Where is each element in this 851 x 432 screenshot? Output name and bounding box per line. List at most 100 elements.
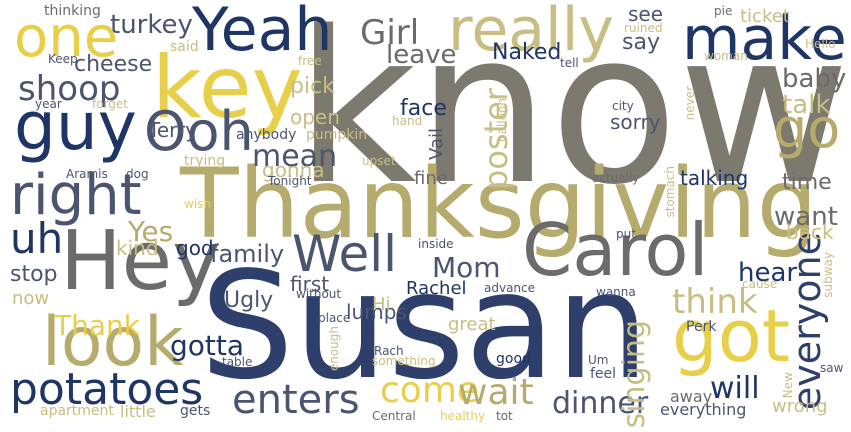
cloud-word: wanna <box>596 285 636 299</box>
cloud-word: make <box>682 4 847 74</box>
cloud-word: come <box>380 370 480 411</box>
cloud-word: Susan <box>200 240 650 412</box>
cloud-word: something <box>372 354 436 368</box>
cloud-word: Girl <box>360 13 420 53</box>
cloud-word: now <box>12 288 50 309</box>
cloud-word: Naked <box>492 40 562 65</box>
cloud-word: god <box>176 236 214 260</box>
cloud-word: lumps <box>346 300 407 324</box>
cloud-word: one <box>14 5 119 70</box>
cloud-word: dog <box>126 167 149 181</box>
cloud-word: open <box>290 105 340 129</box>
cloud-word: singing <box>617 320 652 429</box>
cloud-word: great <box>448 314 496 335</box>
cloud-word: feel <box>590 366 617 382</box>
cloud-word: really <box>448 0 614 65</box>
cloud-word: potatoes <box>10 364 204 415</box>
cloud-word: hand <box>392 114 423 128</box>
cloud-word: turkey <box>110 10 193 40</box>
cloud-word: Carol <box>522 208 709 292</box>
cloud-word: say <box>622 30 660 55</box>
cloud-word: balloon <box>495 98 509 142</box>
cloud-word: Um <box>588 353 609 367</box>
cloud-word: hear <box>738 258 798 288</box>
cloud-word: cause <box>742 277 778 291</box>
cloud-word: key <box>152 38 303 138</box>
cloud-word: guy <box>14 88 137 165</box>
cloud-word: got <box>672 294 790 378</box>
cloud-word: New <box>781 372 795 399</box>
cloud-word: cheese <box>74 52 153 77</box>
cloud-word: wait <box>458 372 534 413</box>
cloud-word: thinking <box>44 3 101 19</box>
cloud-word: without <box>296 287 342 301</box>
cloud-word: Ooh <box>144 100 254 163</box>
cloud-word: ticket <box>740 6 790 27</box>
cloud-word: will <box>710 371 760 406</box>
cloud-word: trying <box>184 153 226 169</box>
cloud-word: Rachel <box>406 278 467 299</box>
cloud-word: inside <box>418 237 454 251</box>
cloud-word: stop <box>10 262 58 287</box>
cloud-word: Ugly <box>224 288 274 313</box>
cloud-word: place <box>318 311 351 325</box>
cloud-word: table <box>222 355 253 369</box>
cloud-word: tot <box>496 409 513 423</box>
cloud-word: fine <box>414 168 448 189</box>
cloud-word: wrong <box>772 396 828 417</box>
cloud-word: healthy <box>440 409 486 423</box>
cloud-word: know <box>295 0 850 231</box>
cloud-word: little <box>120 402 156 421</box>
cloud-word: kind <box>116 236 159 260</box>
cloud-word: right <box>10 163 142 228</box>
cloud-word: go <box>773 97 841 160</box>
cloud-word: first <box>290 272 330 296</box>
cloud-word: enough <box>327 326 341 372</box>
cloud-word: Yeah <box>192 0 333 65</box>
cloud-word: want <box>774 202 838 232</box>
cloud-word: dinner <box>552 386 649 421</box>
cloud-word: Hi <box>372 294 391 315</box>
cloud-word: time <box>782 170 832 195</box>
cloud-word: Well <box>292 225 398 283</box>
cloud-word: gonna <box>262 158 325 182</box>
cloud-word: never <box>683 86 697 121</box>
cloud-word: Vail <box>426 128 447 160</box>
cloud-word: stomach <box>663 166 677 218</box>
cloud-word: tell <box>560 56 579 70</box>
cloud-word: gets <box>180 403 211 419</box>
cloud-word: Aramis <box>66 167 108 181</box>
cloud-word: talk <box>782 90 831 120</box>
cloud-word: free <box>298 54 322 68</box>
cloud-word: mean <box>252 139 338 174</box>
cloud-word: saw <box>820 361 844 375</box>
cloud-word: family <box>210 240 285 268</box>
cloud-word: apartment <box>40 403 114 419</box>
cloud-word: Thanksgiving <box>180 148 818 260</box>
cloud-word: everything <box>660 400 747 419</box>
cloud-word: Central <box>372 409 416 423</box>
cloud-word: talking <box>680 166 749 190</box>
cloud-word: advance <box>484 281 536 295</box>
cloud-word: Rach <box>374 344 404 358</box>
cloud-word: upset <box>362 154 396 168</box>
cloud-word: Perk <box>686 319 717 335</box>
cloud-word: put <box>616 227 636 241</box>
cloud-word: city <box>612 99 634 113</box>
cloud-word: look <box>42 303 184 382</box>
cloud-word: Terry <box>148 118 198 142</box>
cloud-word: baby <box>782 64 847 94</box>
cloud-word: Hello <box>805 37 836 51</box>
cloud-word: pumpkin <box>306 127 368 143</box>
cloud-word: Tonight <box>268 174 312 188</box>
cloud-word: shoop <box>18 69 121 109</box>
cloud-word: woman <box>704 49 748 63</box>
cloud-word: away <box>670 387 713 406</box>
cloud-word: actually <box>592 171 640 185</box>
cloud-word: ruined <box>624 21 663 35</box>
cloud-word: Keep <box>48 52 78 66</box>
cloud-word: anybody <box>236 127 297 143</box>
cloud-word: face <box>400 96 447 121</box>
cloud-word: sorry <box>610 110 661 134</box>
